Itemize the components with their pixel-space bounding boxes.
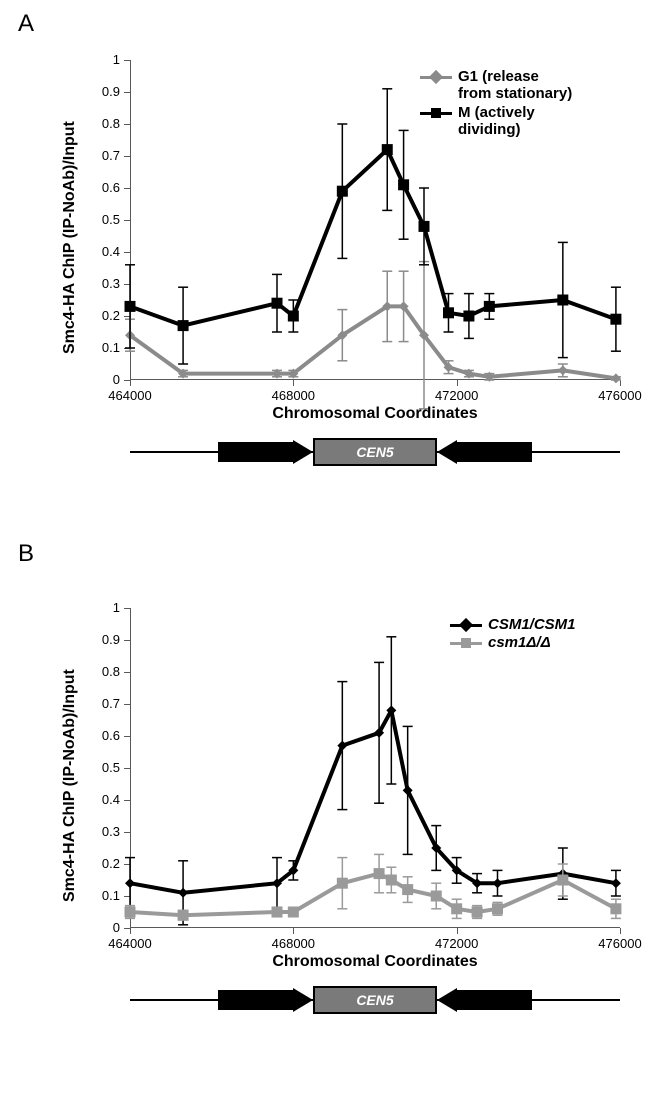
arrow-right-a — [457, 442, 532, 462]
panel-b-x-label: Chromosomal Coordinates — [130, 953, 620, 971]
panel-b-gene-diagram: CEN5 — [130, 980, 620, 1020]
panel-b-plot: CSM1/CSM1 csm1Δ/Δ 00.10.20.30.40.50.60.7… — [130, 608, 620, 928]
panel-b-label: B — [18, 540, 34, 568]
arrow-left-b — [218, 990, 293, 1010]
legend-item-csm1d: csm1Δ/Δ — [450, 634, 615, 651]
legend-item-m: M (activelydividing) — [420, 104, 615, 139]
panel-a-x-label: Chromosomal Coordinates — [130, 405, 620, 423]
arrow-right-head-a — [437, 440, 457, 464]
panel-a-y-label: Smc4-HA ChIP (IP-NoAb)/Input — [61, 74, 79, 354]
panel-b-data — [130, 608, 620, 928]
panel-a-legend: G1 (releasefrom stationary) M (activelyd… — [420, 68, 615, 139]
arrow-left-a — [218, 442, 293, 462]
arrow-left-head-b — [293, 988, 313, 1012]
legend-text-g1: G1 (releasefrom stationary) — [458, 68, 572, 103]
legend-item-csm1: CSM1/CSM1 — [450, 616, 615, 633]
arrow-right-head-b — [437, 988, 457, 1012]
cen-box-a: CEN5 — [313, 438, 437, 466]
legend-text-csm1d: csm1Δ/Δ — [488, 634, 551, 651]
panel-a-gene-diagram: CEN5 — [130, 432, 620, 472]
cen-box-b: CEN5 — [313, 986, 437, 1014]
panel-a-label: A — [18, 10, 34, 38]
panel-b-chart: Smc4-HA ChIP (IP-NoAb)/Input CSM1/CSM1 — [60, 598, 640, 998]
panel-b-legend: CSM1/CSM1 csm1Δ/Δ — [450, 616, 615, 653]
legend-text-csm1: CSM1/CSM1 — [488, 616, 576, 633]
legend-text-m: M (activelydividing) — [458, 104, 535, 139]
legend-item-g1: G1 (releasefrom stationary) — [420, 68, 615, 103]
arrow-right-b — [457, 990, 532, 1010]
panel-a-chart: Smc4-HA ChIP (IP-NoAb)/Input G1 (release… — [60, 50, 640, 450]
panel-b-y-label: Smc4-HA ChIP (IP-NoAb)/Input — [61, 622, 79, 902]
arrow-left-head-a — [293, 440, 313, 464]
panel-a-plot: G1 (releasefrom stationary) M (activelyd… — [130, 60, 620, 380]
